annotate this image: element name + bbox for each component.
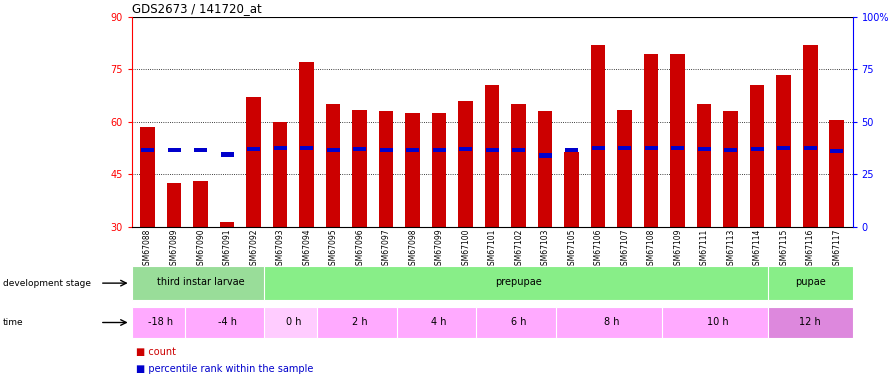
Bar [698, 147, 711, 151]
Bar [512, 104, 526, 227]
Bar [697, 104, 711, 227]
Bar [326, 104, 341, 227]
Text: 10 h: 10 h [707, 317, 728, 327]
Bar [264, 266, 773, 300]
Bar [486, 148, 498, 152]
Bar [166, 183, 182, 227]
Bar [299, 62, 314, 227]
Bar [750, 85, 765, 227]
Bar [194, 148, 207, 152]
Bar [670, 54, 685, 227]
Bar [476, 308, 561, 338]
Bar [618, 110, 632, 227]
Text: 12 h: 12 h [799, 317, 821, 327]
Bar [564, 152, 579, 227]
Bar [167, 148, 181, 152]
Text: ■ count: ■ count [136, 347, 176, 357]
Bar [512, 148, 525, 152]
Bar [592, 146, 604, 150]
Text: 4 h: 4 h [432, 317, 447, 327]
Bar [132, 308, 190, 338]
Bar [538, 111, 553, 227]
Bar [643, 54, 659, 227]
Bar [724, 148, 737, 152]
Bar [768, 308, 853, 338]
Bar [458, 101, 473, 227]
Bar [619, 146, 631, 150]
Text: 8 h: 8 h [603, 317, 619, 327]
Bar [671, 146, 684, 150]
Bar [768, 266, 853, 300]
Bar [132, 266, 270, 300]
Bar [220, 222, 234, 227]
Text: development stage: development stage [3, 279, 91, 288]
Bar [141, 148, 154, 152]
Bar [777, 146, 790, 150]
Bar [273, 122, 287, 227]
Bar [803, 45, 818, 227]
Bar [247, 147, 260, 151]
Bar [538, 153, 552, 158]
Text: 0 h: 0 h [286, 317, 301, 327]
Bar [193, 182, 208, 227]
Bar [750, 147, 764, 151]
Text: -18 h: -18 h [149, 317, 174, 327]
Bar [327, 148, 340, 152]
Text: prepupae: prepupae [496, 278, 542, 287]
Bar [380, 148, 392, 152]
Text: third instar larvae: third instar larvae [157, 278, 245, 287]
Text: -4 h: -4 h [218, 317, 237, 327]
Bar [804, 146, 817, 150]
Text: GDS2673 / 141720_at: GDS2673 / 141720_at [132, 2, 262, 15]
Bar [459, 147, 473, 151]
Bar [317, 308, 402, 338]
Bar [221, 152, 234, 156]
Bar [555, 308, 668, 338]
Bar [379, 111, 393, 227]
Bar [432, 113, 447, 227]
Text: 2 h: 2 h [352, 317, 368, 327]
Bar [247, 98, 261, 227]
Bar [300, 146, 313, 150]
Bar [264, 308, 322, 338]
Bar [273, 146, 287, 150]
Bar [352, 110, 367, 227]
Bar [776, 75, 791, 227]
Bar [724, 111, 738, 227]
Bar [591, 45, 605, 227]
Text: time: time [3, 318, 23, 327]
Bar [185, 308, 270, 338]
Bar [644, 146, 658, 150]
Text: ■ percentile rank within the sample: ■ percentile rank within the sample [136, 364, 313, 374]
Bar [406, 148, 419, 152]
Bar [141, 127, 155, 227]
Bar [485, 85, 499, 227]
Bar [353, 147, 366, 151]
Text: pupae: pupae [795, 278, 826, 287]
Bar [830, 149, 844, 153]
Bar [662, 308, 773, 338]
Bar [397, 308, 481, 338]
Bar [433, 148, 446, 152]
Text: 6 h: 6 h [511, 317, 526, 327]
Bar [405, 113, 420, 227]
Bar [829, 120, 844, 227]
Bar [565, 148, 578, 152]
